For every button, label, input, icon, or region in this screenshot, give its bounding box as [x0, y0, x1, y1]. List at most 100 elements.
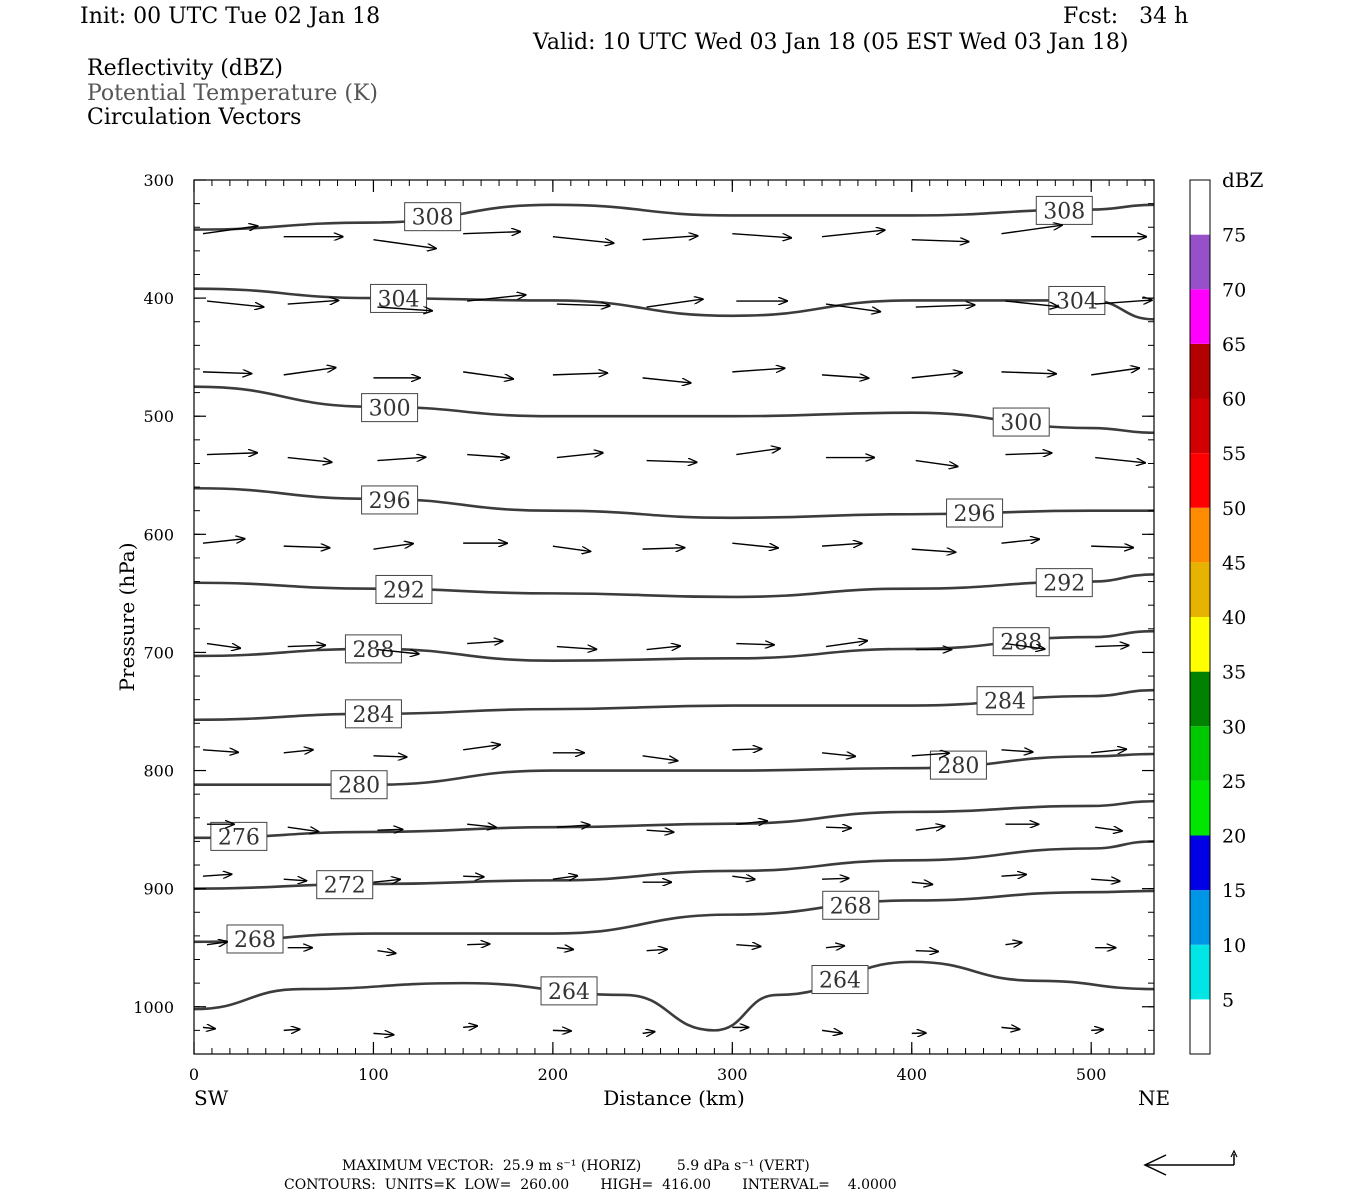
circulation-vector: [911, 753, 949, 756]
x-tick-label: 300: [717, 1065, 748, 1084]
circulation-vector: [911, 882, 932, 884]
isentrope-label: 284: [352, 703, 394, 728]
circulation-vector: [825, 946, 844, 948]
circulation-vector: [825, 641, 867, 648]
circulation-vector: [373, 544, 412, 550]
isentrope-label-box: [361, 485, 419, 515]
circulation-vector: [202, 226, 257, 235]
reflectivity-colorbar: 5 10 15 20 25 30 35 40 45 50 55 60 65 70 75: [1189, 179, 1246, 1055]
init-time: Init: 00 UTC Tue 02 Jan 18: [80, 4, 381, 29]
x-tick-label: 500: [1076, 1065, 1107, 1084]
field-label-circulation-vectors: Circulation Vectors: [87, 105, 302, 130]
isentrope-label-box: [361, 393, 419, 423]
colorbar-swatch: [1190, 780, 1210, 836]
circulation-vector: [821, 543, 862, 546]
circulation-vector: [822, 878, 849, 879]
circulation-vector: [283, 879, 307, 881]
circulation-vector: [556, 304, 610, 306]
circulation-vector: [202, 372, 251, 374]
circulation-vector: [283, 750, 313, 753]
forecast-hour: Fcst: 34 h: [1063, 4, 1189, 29]
circulation-vector: [287, 827, 319, 831]
circulation-vector: [1001, 225, 1061, 235]
colorbar-swatch: [1190, 562, 1210, 617]
y-tick-label: 800: [143, 762, 174, 781]
isentrope-label: 292: [1043, 572, 1085, 597]
circulation-vector: [552, 876, 577, 879]
circulation-vector: [463, 371, 513, 379]
y-tick-label: 700: [143, 643, 174, 662]
colorbar-swatch: [1190, 999, 1210, 1054]
colorbar-label: 10: [1222, 935, 1246, 957]
colorbar-label: 50: [1222, 498, 1246, 520]
circulation-vector: [467, 455, 509, 458]
circulation-vector: [646, 949, 667, 950]
isentrope-label: 264: [548, 980, 590, 1005]
circulation-vector: [911, 240, 969, 242]
colorbar-label: 55: [1222, 443, 1246, 465]
circulation-vector: [1001, 539, 1039, 543]
x-axis-label: Distance (km): [603, 1086, 745, 1110]
circulation-vector: [732, 876, 754, 879]
colorbar-swatch: [1190, 944, 1210, 1000]
circulation-vector: [463, 232, 520, 234]
isentrope-label-box: [1035, 568, 1093, 598]
isentrope-label: 268: [234, 928, 276, 953]
circulation-vector: [915, 951, 938, 952]
y-tick-label: 400: [143, 289, 174, 308]
circulation-vector: [1091, 368, 1139, 376]
circulation-vector: [377, 829, 402, 830]
circulation-vector: [821, 375, 868, 378]
circulation-vector: [467, 295, 525, 302]
isentrope-label: 300: [1000, 411, 1042, 436]
circulation-vector: [373, 756, 406, 757]
circulation-vector: [1091, 879, 1120, 881]
circulation-vector: [646, 461, 697, 463]
circulation-vector: [915, 826, 945, 830]
isentrope-label-box: [976, 686, 1034, 716]
circulation-vector: [552, 235, 614, 243]
circulation-vector: [915, 305, 975, 307]
circulation-vector: [283, 368, 336, 376]
circulation-vector: [552, 1030, 571, 1031]
colorbar-label: 75: [1222, 225, 1246, 247]
colorbar-swatch: [1190, 343, 1210, 399]
isentrope-label-box: [316, 870, 374, 900]
circulation-vector: [1095, 645, 1128, 646]
circulation-vector: [206, 942, 227, 945]
circulation-vector: [283, 546, 330, 548]
isentrope-label: 304: [1056, 289, 1098, 314]
circulation-vector: [642, 377, 691, 383]
circulation-vector: [377, 307, 432, 311]
circulation-vector: [1095, 300, 1152, 305]
circulation-vector: [377, 648, 418, 654]
colorbar-label: 35: [1222, 662, 1246, 684]
field-label-potential-temperature: Potential Temperature (K): [87, 81, 378, 106]
contours-note: CONTOURS: UNITS=K LOW= 260.00 HIGH= 416.…: [284, 1177, 897, 1193]
circulation-vector: [377, 951, 395, 954]
circulation-vector: [911, 549, 956, 552]
circulation-vector: [206, 300, 263, 307]
isentrope-label-box: [375, 574, 433, 604]
colorbar-swatch: [1190, 234, 1210, 290]
isentrope-label-box: [1048, 285, 1106, 315]
circulation-vector: [825, 303, 880, 312]
circulation-vector: [287, 456, 332, 463]
colorbar-label: 65: [1222, 334, 1246, 356]
circulation-vector: [463, 876, 484, 877]
y-tick-label: 500: [143, 407, 174, 426]
circulation-vector: [202, 874, 232, 876]
circulation-vector: [1005, 942, 1021, 944]
colorbar-swatch: [1190, 289, 1210, 344]
circulation-vector: [556, 948, 573, 950]
isentrope-label-box: [811, 965, 869, 995]
circulation-vector: [467, 824, 496, 827]
circulation-vector: [1005, 642, 1044, 650]
circulation-vector: [732, 368, 784, 372]
colorbar-swatch: [1190, 617, 1210, 672]
circulation-vector: [206, 642, 240, 649]
colorbar-label: 45: [1222, 552, 1246, 574]
circulation-vector: [287, 645, 325, 646]
y-tick-label: 900: [143, 880, 174, 899]
